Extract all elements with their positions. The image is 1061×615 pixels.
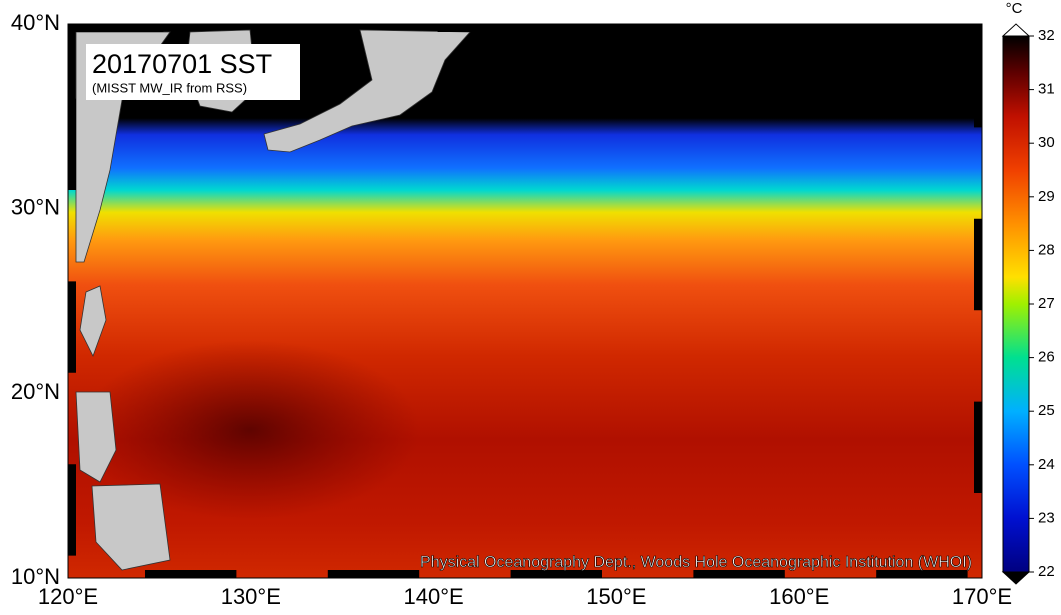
lon-label: 120°E [38,584,98,609]
land-philippines [91,483,171,571]
lat-label: 20°N [11,379,60,404]
map-subtitle: (MISST MW_IR from RSS) [92,80,247,95]
colorbar-tick-label: 29 [1038,188,1055,205]
title-box [86,44,300,100]
lon-label: 140°E [404,584,464,609]
land-luzon [75,391,117,483]
map-border [68,24,982,578]
credit: Physical Oceanography Dept., Woods Hole … [420,554,972,571]
lon-label: 160°E [769,584,829,609]
warm-pool [80,340,420,520]
colorbar-scale [1002,35,1030,573]
lon-label: 130°E [221,584,281,609]
colorbar-unit: °C [1006,0,1023,17]
colorbar-tick-label: 32 [1038,27,1055,44]
lon-label: 150°E [586,584,646,609]
lat-label: 10°N [11,564,60,589]
colorbar-tick-label: 26 [1038,349,1055,366]
colorbar-tick-label: 27 [1038,295,1055,312]
colorbar-tick-label: 24 [1038,456,1055,473]
colorbar: °C [1001,0,1031,585]
colorbar-tick-label: 30 [1038,134,1055,151]
land-japan [263,29,471,153]
map-frame [67,23,983,579]
map: 20170701 SST (MISST MW_IR from RSS) Phys… [67,23,983,579]
lat-label: 30°N [11,194,60,219]
lat-label: 40°N [11,10,60,35]
land-taiwan [79,285,107,358]
map-title: 20170701 SST [92,49,272,79]
colorbar-top-arrow [1001,23,1031,37]
colorbar-tick-label: 23 [1038,509,1055,526]
colorbar-tick-label: 25 [1038,402,1055,419]
colorbar-bottom-arrow [1001,571,1031,585]
lon-label: 170°E [952,584,1012,609]
colorbar-tick-label: 28 [1038,241,1055,258]
colorbar-tick-label: 31 [1038,81,1055,98]
colorbar-tick-label: 22 [1038,563,1055,580]
